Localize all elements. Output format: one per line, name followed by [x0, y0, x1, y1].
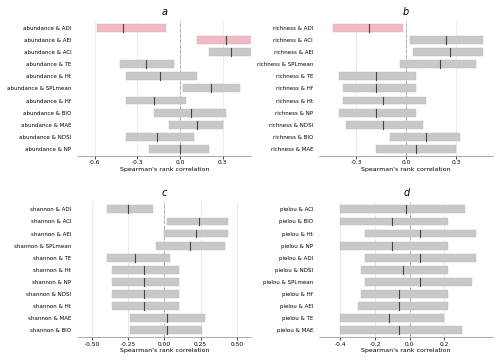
Bar: [126, 72, 197, 80]
Bar: [343, 85, 416, 93]
Bar: [390, 133, 460, 141]
Bar: [343, 96, 426, 104]
Bar: [361, 290, 448, 298]
X-axis label: Spearman's rank correlation: Spearman's rank correlation: [362, 167, 451, 172]
Bar: [106, 206, 153, 213]
Bar: [364, 254, 476, 262]
X-axis label: Spearman's rank correlation: Spearman's rank correlation: [120, 348, 209, 353]
Bar: [197, 36, 254, 44]
Bar: [410, 36, 483, 44]
Bar: [112, 290, 179, 298]
Bar: [106, 254, 170, 262]
Bar: [126, 96, 186, 104]
X-axis label: Spearman's rank correlation: Spearman's rank correlation: [362, 348, 451, 353]
Bar: [340, 314, 444, 322]
Bar: [120, 60, 174, 68]
Bar: [154, 109, 226, 117]
Bar: [130, 326, 202, 334]
Bar: [208, 48, 254, 56]
Bar: [164, 230, 228, 238]
Bar: [126, 133, 194, 141]
Bar: [130, 314, 205, 322]
Bar: [340, 242, 448, 249]
Bar: [112, 302, 179, 310]
Text: c: c: [162, 188, 167, 198]
Bar: [333, 24, 403, 32]
Bar: [358, 302, 448, 310]
Text: d: d: [403, 188, 409, 198]
Bar: [112, 266, 179, 274]
Bar: [340, 206, 466, 213]
X-axis label: Spearman's rank correlation: Spearman's rank correlation: [120, 167, 209, 172]
Bar: [168, 217, 228, 225]
Bar: [148, 145, 208, 153]
Bar: [340, 326, 462, 334]
Bar: [413, 48, 483, 56]
Bar: [168, 121, 223, 129]
Bar: [340, 109, 416, 117]
Bar: [400, 60, 476, 68]
Bar: [364, 278, 472, 286]
Bar: [112, 278, 179, 286]
Text: b: b: [403, 7, 409, 17]
Text: a: a: [162, 7, 168, 17]
Bar: [361, 266, 448, 274]
Bar: [340, 217, 448, 225]
Bar: [340, 72, 416, 80]
Bar: [364, 230, 476, 238]
Bar: [376, 145, 456, 153]
Bar: [183, 85, 240, 93]
Bar: [346, 121, 423, 129]
Bar: [156, 242, 225, 249]
Bar: [98, 24, 166, 32]
